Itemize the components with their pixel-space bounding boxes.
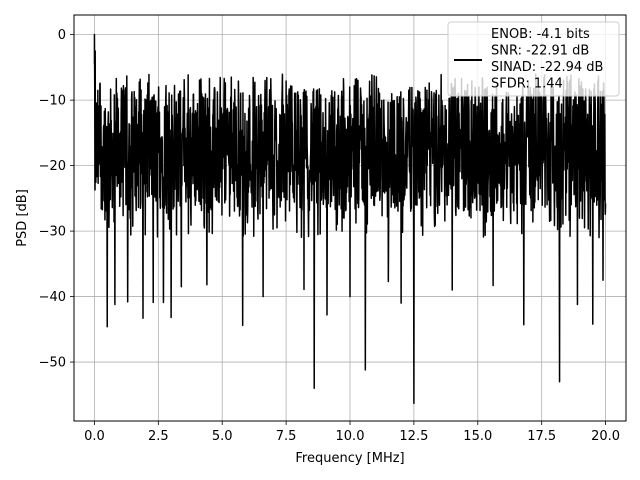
legend-entry-line: ENOB: -4.1 bits bbox=[491, 27, 590, 42]
x-tick-label: 5.0 bbox=[212, 429, 233, 444]
y-axis-ticks: 0 −10 −20 −30 −40 −50 bbox=[39, 28, 74, 371]
x-axis-ticks: 0.0 2.5 5.0 7.5 10.0 12.5 15.0 17.5 20.0 bbox=[84, 421, 620, 444]
psd-series-line bbox=[93, 33, 607, 405]
y-tick-label: −40 bbox=[39, 290, 66, 305]
y-tick-label: −20 bbox=[39, 159, 66, 174]
x-tick-label: 12.5 bbox=[399, 429, 428, 444]
legend-entry-line: SFDR: 1.44 bbox=[491, 77, 563, 92]
legend-entry-line: SINAD: -22.94 dB bbox=[491, 60, 603, 75]
legend-box bbox=[447, 21, 620, 97]
y-tick-label: −50 bbox=[39, 356, 66, 371]
x-tick-label: 10.0 bbox=[336, 429, 365, 444]
y-axis-label: PSD [dB] bbox=[15, 189, 30, 247]
y-tick-label: −10 bbox=[39, 94, 66, 109]
plot-area bbox=[93, 33, 607, 405]
x-tick-label: 20.0 bbox=[591, 429, 620, 444]
x-tick-label: 7.5 bbox=[276, 429, 297, 444]
y-tick-label: 0 bbox=[58, 28, 66, 43]
x-axis-label: Frequency [MHz] bbox=[295, 451, 404, 466]
y-tick-label: −30 bbox=[39, 225, 66, 240]
x-tick-label: 17.5 bbox=[527, 429, 556, 444]
x-tick-label: 2.5 bbox=[148, 429, 169, 444]
legend-entry-line: SNR: -22.91 dB bbox=[491, 44, 589, 59]
x-tick-label: 15.0 bbox=[463, 429, 492, 444]
x-tick-label: 0.0 bbox=[84, 429, 105, 444]
